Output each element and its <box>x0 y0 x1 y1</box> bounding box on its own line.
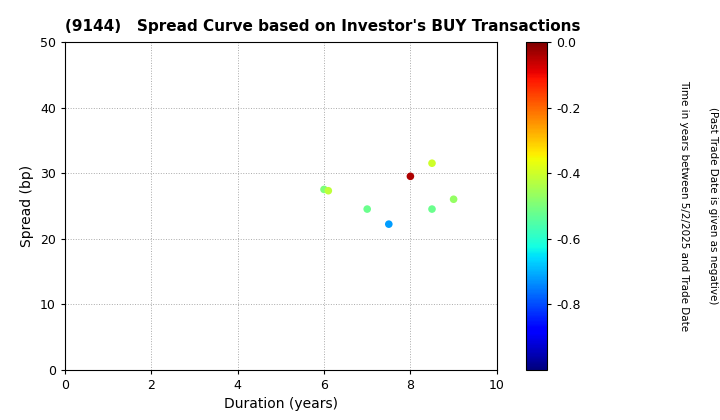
Point <box>323 187 334 194</box>
Text: (Past Trade Date is given as negative): (Past Trade Date is given as negative) <box>708 107 718 304</box>
Text: Time in years between 5/2/2025 and Trade Date: Time in years between 5/2/2025 and Trade… <box>679 80 689 331</box>
Point <box>405 173 416 180</box>
X-axis label: Duration (years): Duration (years) <box>224 397 338 411</box>
Text: (9144)   Spread Curve based on Investor's BUY Transactions: (9144) Spread Curve based on Investor's … <box>65 19 580 34</box>
Point <box>426 206 438 213</box>
Point <box>361 206 373 213</box>
Point <box>318 186 330 193</box>
Point <box>426 160 438 167</box>
Point <box>448 196 459 202</box>
Y-axis label: Spread (bp): Spread (bp) <box>20 165 35 247</box>
Point <box>383 221 395 228</box>
